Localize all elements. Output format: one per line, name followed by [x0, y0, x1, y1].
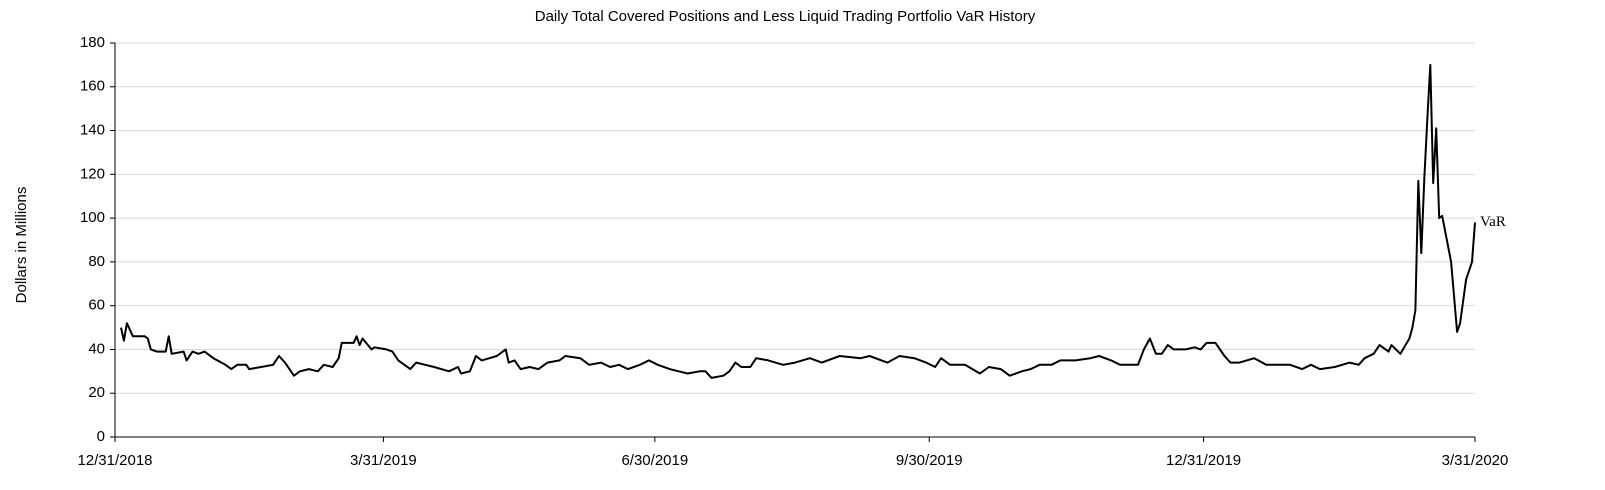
- y-tick-label: 120: [80, 165, 105, 182]
- x-tick-label: 12/31/2019: [1166, 452, 1241, 469]
- x-tick-label: 3/31/2019: [350, 452, 417, 469]
- x-tick-label: 6/30/2019: [621, 452, 688, 469]
- series-label: VaR: [1480, 214, 1506, 230]
- x-tick-label: 12/31/2018: [77, 452, 152, 469]
- y-tick-label: 160: [80, 78, 105, 95]
- chart-title: Daily Total Covered Positions and Less L…: [535, 8, 1036, 25]
- y-tick-label: 180: [80, 34, 105, 51]
- y-axis-label: Dollars in Millions: [13, 187, 30, 304]
- y-tick-label: 40: [88, 340, 105, 357]
- y-tick-label: 0: [97, 428, 105, 445]
- y-tick-label: 20: [88, 384, 105, 401]
- y-tick-label: 100: [80, 209, 105, 226]
- x-tick-label: 9/30/2019: [896, 452, 963, 469]
- x-tick-label: 3/31/2020: [1442, 452, 1509, 469]
- y-tick-label: 140: [80, 122, 105, 139]
- y-tick-label: 60: [88, 297, 105, 314]
- line-series: [120, 63, 1476, 379]
- y-tick-label: 80: [88, 253, 105, 270]
